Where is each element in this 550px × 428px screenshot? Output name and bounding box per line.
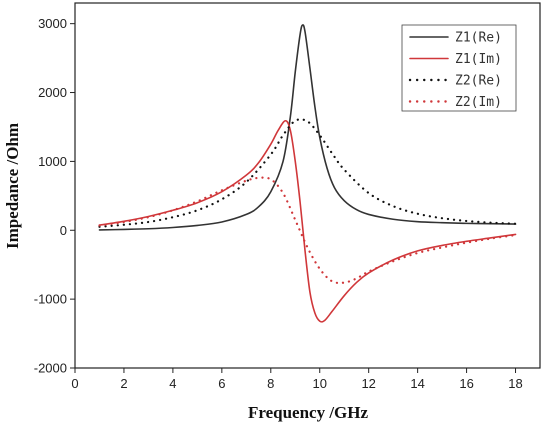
y-tick-label: -1000 bbox=[34, 292, 67, 307]
x-tick-label: 0 bbox=[71, 376, 78, 391]
x-tick-label: 8 bbox=[267, 376, 274, 391]
series-line-z1-im bbox=[98, 119, 517, 323]
y-axis-title: Impedance /Ohm bbox=[3, 123, 22, 249]
x-tick-label: 12 bbox=[361, 376, 375, 391]
x-axis-title: Frequency /GHz bbox=[248, 403, 369, 422]
x-tick-label: 4 bbox=[169, 376, 176, 391]
series-line-z2-re bbox=[98, 118, 517, 228]
x-tick-label: 18 bbox=[508, 376, 522, 391]
legend-label: Z2(Re) bbox=[455, 74, 502, 89]
series-line-z1-re bbox=[98, 24, 517, 231]
legend-label: Z1(Im) bbox=[455, 52, 502, 67]
axis-ticks: 0 2 4 6 8 10 12 14 16 18 -2000 -1000 0 1000 2000 3000 bbox=[34, 16, 523, 391]
x-tick-label: 10 bbox=[313, 376, 327, 391]
x-tick-label: 6 bbox=[218, 376, 225, 391]
y-tick-label: -2000 bbox=[34, 361, 67, 376]
plot-frame bbox=[74, 2, 541, 369]
y-tick-label: 2000 bbox=[38, 85, 67, 100]
x-tick-label: 2 bbox=[120, 376, 127, 391]
y-tick-label: 0 bbox=[60, 223, 67, 238]
series-layer bbox=[98, 24, 517, 323]
legend-label: Z1(Re) bbox=[455, 31, 502, 46]
legend-box bbox=[401, 24, 517, 112]
x-tick-label: 16 bbox=[459, 376, 473, 391]
legend-label: Z2(Im) bbox=[455, 95, 502, 110]
x-tick-label: 14 bbox=[410, 376, 424, 391]
legend: Z1(Re) Z1(Im) Z2(Re) Z2(Im) bbox=[401, 24, 517, 112]
y-tick-label: 3000 bbox=[38, 16, 67, 31]
y-tick-label: 1000 bbox=[38, 154, 67, 169]
